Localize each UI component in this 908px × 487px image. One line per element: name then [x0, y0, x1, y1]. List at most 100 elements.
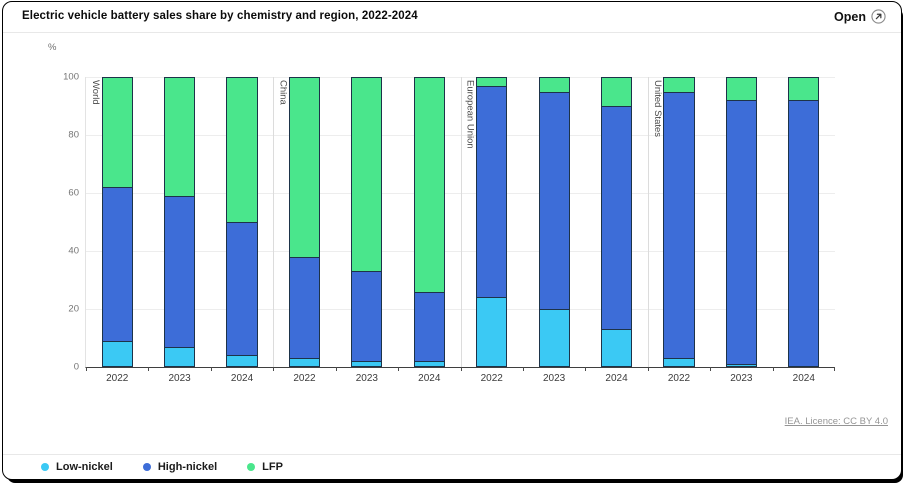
y-tick-label: 80	[68, 129, 79, 141]
bar-slot: 2023	[710, 77, 772, 384]
x-axis-tick	[398, 367, 400, 371]
bar-segment-lfp[interactable]	[600, 77, 633, 107]
bar-segment-lfp[interactable]	[226, 77, 258, 223]
bar-segment-low-nickel[interactable]	[288, 358, 321, 367]
chart-title: Electric vehicle battery sales share by …	[22, 10, 418, 22]
stacked-bar	[288, 77, 321, 367]
bar-segment-low-nickel[interactable]	[226, 355, 258, 367]
bar-segment-high-nickel[interactable]	[476, 85, 508, 298]
legend: Low-nickel High-nickel LFP	[41, 461, 283, 473]
legend-label: Low-nickel	[56, 461, 113, 473]
x-axis-tick	[710, 367, 712, 371]
bar-segment-high-nickel[interactable]	[351, 271, 383, 362]
bar-segment-lfp[interactable]	[164, 77, 196, 196]
bar-segment-lfp[interactable]	[725, 77, 757, 101]
open-external-icon	[871, 9, 886, 24]
legend-item-high-nickel[interactable]: High-nickel	[142, 461, 218, 473]
x-axis-tick	[210, 367, 212, 371]
bar-segment-high-nickel[interactable]	[600, 106, 633, 330]
bar-segment-low-nickel[interactable]	[476, 297, 508, 367]
legend-dot-icon	[142, 463, 151, 471]
bar-segment-low-nickel[interactable]	[413, 361, 445, 367]
stacked-bar	[101, 77, 133, 367]
bar-segment-lfp[interactable]	[788, 77, 820, 101]
region-separator	[647, 77, 649, 367]
bar-segment-low-nickel[interactable]	[164, 346, 196, 367]
bar-segment-low-nickel[interactable]	[101, 340, 133, 367]
x-tick-label: 2024	[792, 373, 815, 384]
x-tick-label: 2024	[605, 373, 628, 384]
plot-area: World China European Union United States 202…	[85, 77, 835, 384]
bar-segment-high-nickel[interactable]	[288, 256, 321, 359]
legend-label: High-nickel	[157, 461, 218, 473]
x-tick-label: 2022	[106, 373, 129, 384]
x-tick-label: 2023	[168, 373, 191, 384]
stacked-bar	[413, 77, 445, 367]
bar-segment-low-nickel[interactable]	[725, 364, 757, 367]
bar-slot: 2023	[336, 77, 398, 384]
x-axis-tick	[460, 367, 462, 371]
bar-segment-high-nickel[interactable]	[413, 291, 445, 362]
stacked-bar	[351, 77, 383, 367]
chart-area: % 0 20 40 60 80 100 World China European Union U…	[3, 33, 901, 443]
legend-item-low-nickel[interactable]: Low-nickel	[41, 461, 113, 473]
x-tick-label: 2023	[355, 373, 378, 384]
bar-segment-lfp[interactable]	[288, 77, 321, 257]
x-axis-tick	[86, 367, 87, 371]
header: Electric vehicle battery sales share by …	[3, 2, 901, 32]
x-axis-tick	[647, 367, 649, 371]
bar-slot: 2024	[585, 77, 647, 384]
bar-segment-high-nickel[interactable]	[663, 91, 695, 359]
bar-segment-high-nickel[interactable]	[788, 100, 820, 367]
x-axis-tick	[772, 367, 774, 371]
bar-segment-lfp[interactable]	[413, 77, 445, 292]
x-axis-tick	[522, 367, 524, 371]
licence-link[interactable]: IEA. Licence: CC BY 4.0	[784, 416, 888, 427]
x-tick-label: 2022	[480, 373, 503, 384]
bar-segment-lfp[interactable]	[101, 77, 133, 188]
bar-segment-high-nickel[interactable]	[226, 222, 258, 356]
region-label: World	[90, 80, 101, 105]
bar-segment-low-nickel[interactable]	[538, 309, 570, 367]
bar-segment-low-nickel[interactable]	[600, 329, 633, 367]
bar-slot: 2023	[523, 77, 585, 384]
stacked-bar	[600, 77, 633, 367]
x-tick-label: 2023	[542, 373, 566, 384]
bar-slot: 2024	[773, 77, 835, 384]
bar-segment-high-nickel[interactable]	[725, 100, 757, 365]
bar-segment-lfp[interactable]	[351, 77, 383, 272]
bar-slot: 2022	[86, 77, 148, 384]
stacked-bar	[476, 77, 508, 367]
x-axis-tick	[273, 367, 275, 371]
stacked-bar	[538, 77, 570, 367]
bar-segment-high-nickel[interactable]	[538, 91, 570, 309]
y-tick-label: 20	[68, 303, 79, 315]
y-axis-labels: 0 20 40 60 80 100	[39, 72, 79, 373]
bar-slot: 2022	[461, 77, 523, 384]
bar-slot: 2022	[648, 77, 710, 384]
y-axis-unit-label: %	[48, 42, 57, 53]
bar-segment-lfp[interactable]	[663, 77, 695, 92]
legend-divider	[3, 454, 901, 455]
open-button-label: Open	[834, 9, 866, 24]
region-separator	[460, 77, 462, 367]
x-tick-label: 2022	[293, 373, 316, 384]
bar-slot: 2024	[211, 77, 273, 384]
bar-segment-high-nickel[interactable]	[164, 195, 196, 347]
bar-segment-low-nickel[interactable]	[663, 358, 695, 367]
stacked-bar	[788, 77, 820, 367]
legend-dot-icon	[247, 463, 256, 471]
bar-segment-lfp[interactable]	[476, 77, 508, 86]
x-axis-tick	[148, 367, 150, 371]
bar-segment-lfp[interactable]	[538, 77, 570, 92]
stacked-bar	[725, 77, 757, 367]
x-axis-tick	[834, 367, 835, 371]
region-label: European Union	[464, 80, 476, 149]
region-separator	[273, 77, 275, 367]
bar-segment-high-nickel[interactable]	[101, 187, 133, 341]
legend-item-lfp[interactable]: LFP	[247, 461, 283, 473]
region-label: China	[277, 80, 289, 105]
region-label: United States	[651, 80, 663, 138]
open-button[interactable]: Open	[832, 7, 888, 26]
bar-segment-low-nickel[interactable]	[351, 361, 383, 367]
